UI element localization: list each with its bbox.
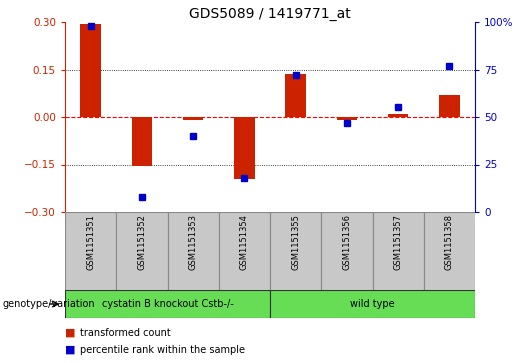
Text: GSM1151356: GSM1151356 <box>342 214 351 270</box>
Text: genotype/variation: genotype/variation <box>3 299 95 309</box>
Text: cystatin B knockout Cstb-/-: cystatin B knockout Cstb-/- <box>101 299 233 309</box>
Text: GSM1151357: GSM1151357 <box>393 214 403 270</box>
Text: GSM1151358: GSM1151358 <box>445 214 454 270</box>
Bar <box>439 95 459 117</box>
Bar <box>80 24 101 117</box>
Text: transformed count: transformed count <box>80 328 171 338</box>
Text: ■: ■ <box>65 345 76 355</box>
Bar <box>424 212 475 290</box>
Bar <box>372 212 424 290</box>
Bar <box>132 117 152 166</box>
Bar <box>116 212 167 290</box>
Text: GSM1151354: GSM1151354 <box>240 214 249 270</box>
Bar <box>234 117 254 179</box>
Text: GSM1151352: GSM1151352 <box>138 214 146 270</box>
Text: percentile rank within the sample: percentile rank within the sample <box>80 345 246 355</box>
Title: GDS5089 / 1419771_at: GDS5089 / 1419771_at <box>189 7 351 21</box>
Text: GSM1151355: GSM1151355 <box>291 214 300 270</box>
Text: wild type: wild type <box>350 299 395 309</box>
Text: ■: ■ <box>65 328 76 338</box>
Bar <box>65 290 270 318</box>
Text: GSM1151353: GSM1151353 <box>188 214 198 270</box>
Bar <box>321 212 372 290</box>
Bar <box>65 212 116 290</box>
Bar <box>270 212 321 290</box>
Bar <box>183 117 203 120</box>
Bar <box>219 212 270 290</box>
Text: GSM1151351: GSM1151351 <box>86 214 95 270</box>
Bar <box>270 290 475 318</box>
Bar <box>388 114 408 117</box>
Bar <box>337 117 357 120</box>
Bar <box>167 212 219 290</box>
Bar <box>285 74 306 117</box>
